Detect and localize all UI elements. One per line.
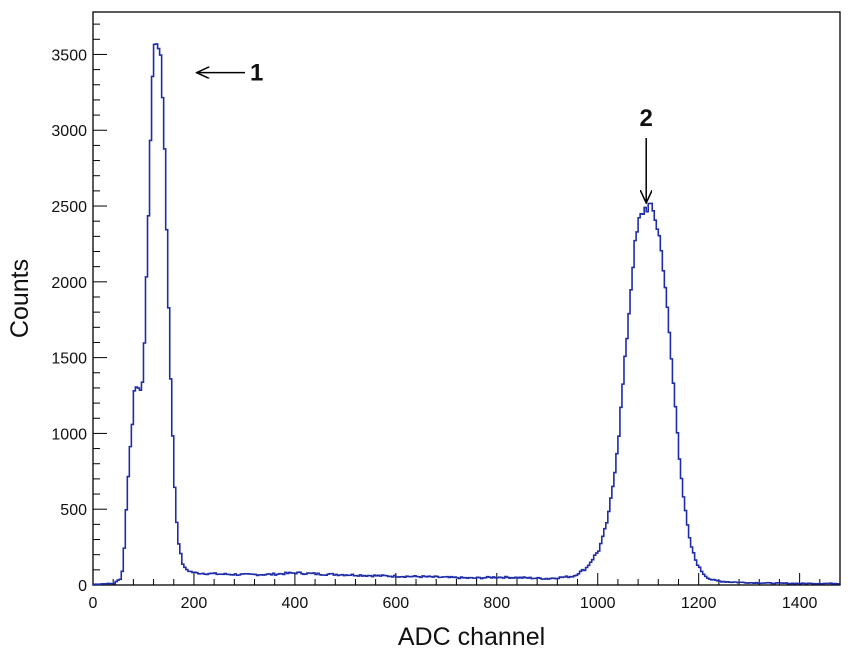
axis-ticks: 0 200 400 600 800 1000 1200 1400 0 500 1000 1500 200… <box>51 23 841 612</box>
x-tick-label: 600 <box>382 595 409 612</box>
y-tick-label: 2000 <box>51 275 87 292</box>
y-axis-title: Counts <box>6 259 34 338</box>
x-tick-label: 1000 <box>580 595 616 612</box>
plot-frame <box>92 11 841 586</box>
x-tick-label: 200 <box>181 595 208 612</box>
x-tick-label: 0 <box>89 595 98 612</box>
y-tick-label: 0 <box>78 578 87 595</box>
y-tick-label: 1500 <box>51 351 87 368</box>
y-tick-label: 1000 <box>51 426 87 443</box>
annotation-2-label: 2 <box>640 105 653 132</box>
x-tick-label: 1200 <box>681 595 717 612</box>
plot-border <box>92 11 841 586</box>
annotations-layer: 12 <box>197 60 653 203</box>
annotation-1-label: 1 <box>250 60 263 87</box>
x-tick-label: 1400 <box>782 595 818 612</box>
histogram-series-0 <box>92 43 841 586</box>
x-tick-label: 400 <box>282 595 309 612</box>
y-tick-label: 2500 <box>51 199 87 216</box>
y-tick-label: 3000 <box>51 123 87 140</box>
x-axis-title: ADC channel <box>398 623 545 651</box>
y-tick-label: 3500 <box>51 47 87 64</box>
x-tick-label: 800 <box>483 595 510 612</box>
series-layer <box>92 43 841 586</box>
y-tick-label: 500 <box>60 502 87 519</box>
